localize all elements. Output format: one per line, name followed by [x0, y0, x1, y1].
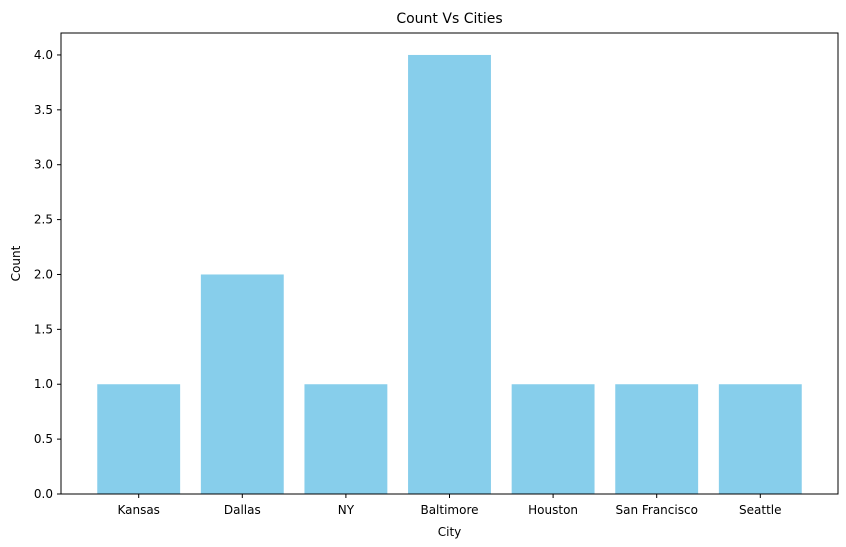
- x-tick-label: Dallas: [224, 503, 261, 517]
- bar-ny: [304, 384, 388, 494]
- y-tick-label: 1.0: [34, 377, 53, 391]
- x-tick-label: Houston: [528, 503, 578, 517]
- y-tick-label: 4.0: [34, 48, 53, 62]
- y-tick-label: 2.5: [34, 213, 53, 227]
- bar-san-francisco: [615, 384, 699, 494]
- y-axis-label: Count: [9, 245, 23, 281]
- x-axis-label: City: [438, 525, 462, 539]
- y-tick-label: 3.5: [34, 103, 53, 117]
- y-tick-label: 0.0: [34, 487, 53, 501]
- chart-title: Count Vs Cities: [396, 11, 502, 27]
- bar-kansas: [97, 384, 181, 494]
- bar-dallas: [200, 274, 284, 494]
- bar-houston: [511, 384, 595, 494]
- y-tick-label: 2.0: [34, 267, 53, 281]
- y-tick-label: 0.5: [34, 432, 53, 446]
- x-tick-label: San Francisco: [615, 503, 697, 517]
- x-tick-label: NY: [338, 503, 355, 517]
- y-tick-label: 3.0: [34, 158, 53, 172]
- x-tick-label: Baltimore: [420, 503, 478, 517]
- x-tick-label: Kansas: [117, 503, 159, 517]
- plot-frame: [60, 32, 839, 495]
- ticks-layer: Kansas Dallas NY Baltimore Houston San Franci…: [34, 48, 782, 517]
- bar-seattle: [718, 384, 802, 494]
- x-tick-label: Seattle: [739, 503, 781, 517]
- bars-layer: [97, 54, 802, 494]
- y-tick-label: 1.5: [34, 322, 53, 336]
- bar-baltimore: [408, 54, 491, 494]
